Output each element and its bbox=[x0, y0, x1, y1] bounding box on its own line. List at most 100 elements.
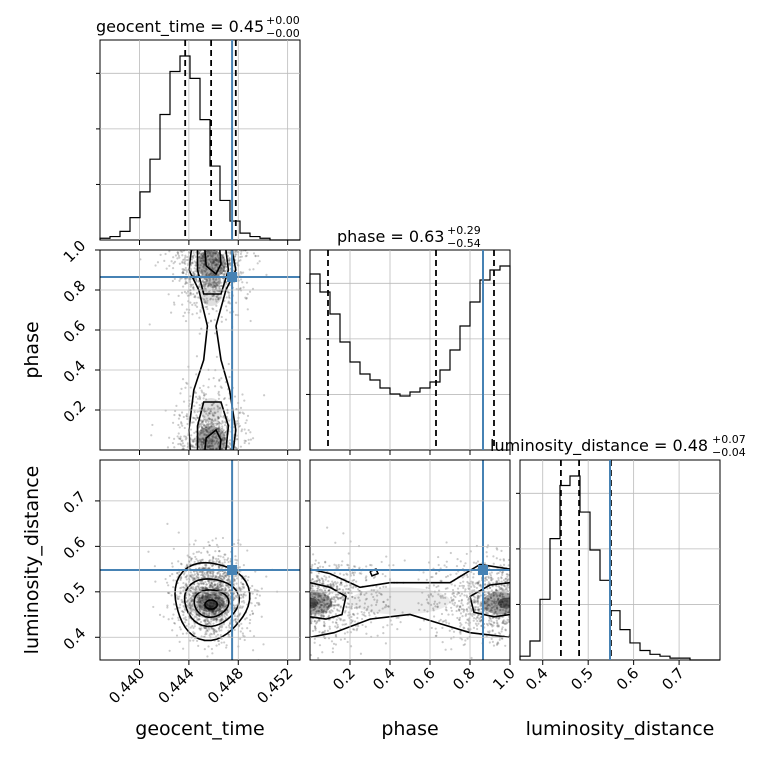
panel-phase-vs-geocent-time-point bbox=[223, 441, 226, 445]
panel-luminosity-distance-vs-phase-point bbox=[335, 603, 338, 607]
panel-phase-vs-geocent-time-point bbox=[225, 296, 228, 299]
panel-phase-vs-geocent-time-point bbox=[209, 255, 213, 258]
panel-luminosity-distance-vs-phase-point bbox=[320, 603, 323, 607]
panel-phase-vs-geocent-time-point bbox=[235, 422, 238, 425]
panel-phase-vs-geocent-time-point bbox=[189, 428, 193, 431]
panel-luminosity-distance-vs-geocent-time-point bbox=[225, 644, 228, 647]
panel-luminosity-distance-vs-phase-point bbox=[452, 598, 455, 601]
panel-phase-vs-geocent-time-point bbox=[209, 409, 212, 413]
panel-luminosity-distance-vs-phase-point bbox=[336, 609, 339, 612]
panel-luminosity-distance-vs-geocent-time-point bbox=[218, 559, 221, 563]
panel-luminosity-distance-vs-phase-point bbox=[316, 579, 319, 582]
panel-phase-vs-geocent-time-point bbox=[203, 301, 206, 304]
panel-luminosity-distance-vs-phase-point bbox=[338, 588, 341, 591]
panel-luminosity-distance-vs-phase-point bbox=[375, 594, 379, 597]
panel-luminosity-distance-vs-phase-point bbox=[463, 594, 466, 597]
panel-luminosity-distance-vs-phase-point bbox=[486, 599, 490, 603]
panel-luminosity-distance-vs-geocent-time-point bbox=[199, 588, 202, 592]
panel-phase-vs-geocent-time-point bbox=[179, 437, 182, 441]
panel-luminosity-distance-vs-phase-point bbox=[504, 577, 507, 580]
panel-luminosity-distance-vs-phase-point bbox=[317, 598, 320, 602]
panel-luminosity-distance-vs-geocent-time-point bbox=[208, 571, 212, 574]
panel-luminosity-distance-vs-geocent-time-point bbox=[152, 605, 155, 609]
panel-luminosity-distance-vs-geocent-time-point bbox=[214, 596, 217, 599]
panel-luminosity-distance-vs-geocent-time-point bbox=[180, 600, 183, 604]
panel-luminosity-distance-vs-phase-point bbox=[445, 541, 448, 544]
panel-phase-vs-geocent-time-point bbox=[227, 301, 230, 304]
panel-luminosity-distance-vs-phase-point bbox=[357, 625, 360, 628]
panel-luminosity-distance-vs-geocent-time-point bbox=[219, 610, 222, 613]
panel-phase-vs-geocent-time-point bbox=[193, 253, 196, 257]
panel-phase-vs-geocent-time-point bbox=[223, 431, 226, 435]
panel-phase-vs-geocent-time-point bbox=[214, 298, 217, 301]
panel-phase-vs-geocent-time-point bbox=[213, 443, 216, 446]
panel-luminosity-distance-vs-phase-point bbox=[321, 651, 324, 654]
panel-phase-vs-geocent-time-point bbox=[214, 259, 218, 262]
panel-luminosity-distance-vs-phase-point bbox=[461, 615, 464, 618]
panel-luminosity-distance-vs-geocent-time-point bbox=[202, 575, 205, 578]
panel-luminosity-distance-vs-phase-point bbox=[329, 583, 332, 586]
panel-phase-vs-geocent-time-point bbox=[215, 278, 218, 281]
panel-phase-vs-geocent-time-point bbox=[191, 262, 194, 265]
panel-luminosity-distance-vs-phase-point bbox=[317, 561, 320, 564]
panel-phase-vs-geocent-time-point bbox=[223, 446, 226, 449]
panel-luminosity-distance-vs-phase-point bbox=[335, 588, 339, 591]
panel-phase-vs-geocent-time-point bbox=[163, 259, 166, 263]
panel-luminosity-distance-vs-phase-point bbox=[460, 592, 464, 595]
panel-phase-vs-geocent-time-point bbox=[186, 446, 189, 449]
panel-luminosity-distance-vs-phase-point bbox=[431, 595, 434, 598]
panel-luminosity-distance-vs-phase-point bbox=[383, 606, 386, 609]
panel-luminosity-distance-vs-phase-point bbox=[477, 608, 481, 611]
panel-luminosity-distance-vs-phase-point bbox=[489, 610, 492, 613]
panel-luminosity-distance-vs-phase-point bbox=[492, 606, 495, 609]
panel-phase-vs-geocent-time-point bbox=[183, 258, 186, 261]
panel-luminosity-distance-vs-geocent-time-point bbox=[182, 600, 185, 603]
panel-luminosity-distance-vs-phase-point bbox=[339, 605, 342, 608]
panel-luminosity-distance-vs-phase-point bbox=[459, 604, 462, 608]
panel-luminosity-distance-vs-geocent-time-point bbox=[205, 587, 209, 590]
panel-luminosity-distance-vs-geocent-time-point bbox=[209, 623, 212, 626]
panel-phase-vs-geocent-time-contour-4 bbox=[204, 428, 222, 450]
panel-luminosity-distance-vs-geocent-time-point bbox=[201, 576, 204, 579]
title-geocent-time-minus: −0.00 bbox=[266, 27, 300, 40]
panel-luminosity-distance-vs-phase-point bbox=[504, 610, 508, 613]
panel-phase-vs-geocent-time-point bbox=[228, 311, 232, 314]
panel-luminosity-distance-vs-phase-point bbox=[382, 585, 385, 588]
panel-luminosity-distance-vs-phase-point bbox=[340, 583, 343, 586]
panel-phase-vs-geocent-time-point bbox=[246, 414, 250, 417]
panel-phase-vs-geocent-time-point bbox=[207, 417, 210, 420]
panel-phase-vs-geocent-time-point bbox=[204, 418, 207, 421]
panel-phase-vs-geocent-time-point bbox=[213, 268, 216, 271]
panel-luminosity-distance-vs-phase-point bbox=[313, 596, 316, 599]
panel-luminosity-distance-vs-geocent-time-point bbox=[208, 544, 211, 547]
panel-luminosity-distance-vs-geocent-time-point bbox=[192, 595, 195, 598]
panel-phase-vs-geocent-time-point bbox=[195, 414, 198, 417]
panel-phase-vs-geocent-time-point bbox=[207, 254, 210, 257]
panel-luminosity-distance-vs-phase-point bbox=[467, 582, 470, 585]
panel-luminosity-distance-vs-geocent-time-point bbox=[209, 605, 212, 608]
panel-luminosity-distance-vs-phase-point bbox=[441, 626, 444, 629]
panel-luminosity-distance-vs-geocent-time-point bbox=[180, 563, 183, 566]
panel-phase-vs-geocent-time-point bbox=[222, 273, 225, 276]
panel-phase-vs-geocent-time-point bbox=[201, 251, 204, 255]
panel-luminosity-distance-vs-phase-point bbox=[500, 577, 503, 580]
panel-phase-vs-geocent-time-point bbox=[196, 416, 200, 419]
panel-phase-vs-geocent-time-point bbox=[222, 416, 225, 419]
panel-luminosity-distance-vs-phase-point bbox=[401, 611, 404, 614]
panel-phase-vs-geocent-time-point bbox=[243, 439, 246, 442]
panel-phase-vs-geocent-time-point bbox=[209, 319, 213, 322]
panel-phase-vs-geocent-time-point bbox=[205, 277, 208, 281]
panel-luminosity-distance-vs-phase-point bbox=[353, 565, 357, 568]
panel-luminosity-distance-vs-geocent-time-point bbox=[219, 610, 222, 613]
panel-luminosity-distance-vs-geocent-time-point bbox=[217, 560, 221, 564]
panel-luminosity-distance-vs-geocent-time-point bbox=[238, 586, 241, 589]
panel-phase-vs-geocent-time-point bbox=[247, 438, 250, 441]
panel-phase-vs-geocent-time-point bbox=[176, 251, 179, 254]
panel-phase-vs-geocent-time-point bbox=[211, 403, 214, 407]
panel-phase-vs-geocent-time-point bbox=[225, 403, 228, 407]
panel-luminosity-distance-vs-geocent-time-point bbox=[215, 620, 218, 623]
panel-luminosity-distance-vs-phase-density-2 bbox=[310, 597, 318, 609]
panel-luminosity-distance-vs-geocent-time-point bbox=[196, 585, 199, 588]
panel-phase-vs-geocent-time-point bbox=[217, 427, 220, 430]
panel-luminosity-distance-vs-phase-point bbox=[445, 606, 448, 609]
